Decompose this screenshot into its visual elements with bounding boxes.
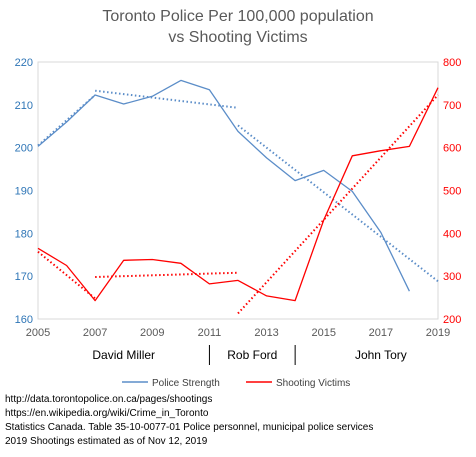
chart: Toronto Police Per 100,000 population vs… bbox=[15, 8, 462, 389]
y-right-tick-label: 600 bbox=[443, 143, 461, 155]
era-labels: David Miller Rob Ford John Tory bbox=[92, 345, 407, 365]
source-line-2: https://en.wikipedia.org/wiki/Crime_in_T… bbox=[5, 408, 209, 419]
x-tick-label: 2015 bbox=[311, 327, 335, 339]
x-tick-label: 2007 bbox=[83, 327, 107, 339]
y-left-tick-label: 160 bbox=[15, 314, 33, 326]
plot-area: 160 170 180 190 200 210 220 200 300 400 500 600 700 8… bbox=[15, 57, 462, 339]
y-left-tick-label: 180 bbox=[15, 228, 33, 240]
y-right-tick-label: 500 bbox=[443, 186, 461, 198]
x-tick-label: 2019 bbox=[426, 327, 450, 339]
y-right-tick-label: 200 bbox=[443, 314, 461, 326]
y-left-tick-label: 210 bbox=[15, 100, 33, 112]
source-line-3: Statistics Canada. Table 35-10-0077-01 P… bbox=[5, 422, 374, 433]
y-right-tick-label: 400 bbox=[443, 228, 461, 240]
era-label: Rob Ford bbox=[227, 348, 277, 362]
legend-label: Shooting Victims bbox=[276, 378, 350, 389]
y-left-tick-label: 220 bbox=[15, 57, 33, 69]
police-strength-line bbox=[37, 79, 410, 292]
shootings-trendline bbox=[95, 271, 239, 279]
x-tick-label: 2011 bbox=[198, 327, 222, 339]
x-tick-label: 2013 bbox=[254, 327, 278, 339]
x-tick-label: 2017 bbox=[369, 327, 393, 339]
era-label: David Miller bbox=[92, 348, 155, 362]
shootings-trendline bbox=[237, 94, 439, 315]
shooting-victims-line bbox=[37, 87, 439, 302]
police-trendline bbox=[37, 94, 96, 147]
y-right-tick-label: 700 bbox=[443, 100, 461, 112]
chart-title-line-1: Toronto Police Per 100,000 population bbox=[102, 8, 373, 25]
chart-title-line-2: vs Shooting Victims bbox=[168, 29, 307, 46]
shootings-trendline bbox=[37, 250, 96, 300]
era-label: John Tory bbox=[355, 348, 407, 362]
y-left-tick-label: 170 bbox=[15, 271, 33, 283]
y-right-tick-label: 800 bbox=[443, 57, 461, 69]
y-left-tick-label: 190 bbox=[15, 186, 33, 198]
x-tick-label: 2005 bbox=[26, 327, 50, 339]
x-tick-label: 2009 bbox=[140, 327, 164, 339]
legend-label: Police Strength bbox=[152, 378, 220, 389]
source-line-4: 2019 Shootings estimated as of Nov 12, 2… bbox=[5, 436, 208, 447]
y-right-tick-label: 300 bbox=[443, 271, 461, 283]
source-line-1: http://data.torontopolice.on.ca/pages/sh… bbox=[5, 394, 213, 405]
plot-border bbox=[37, 61, 439, 320]
y-left-tick-label: 200 bbox=[15, 143, 33, 155]
legend: Police Strength Shooting Victims bbox=[122, 378, 350, 389]
